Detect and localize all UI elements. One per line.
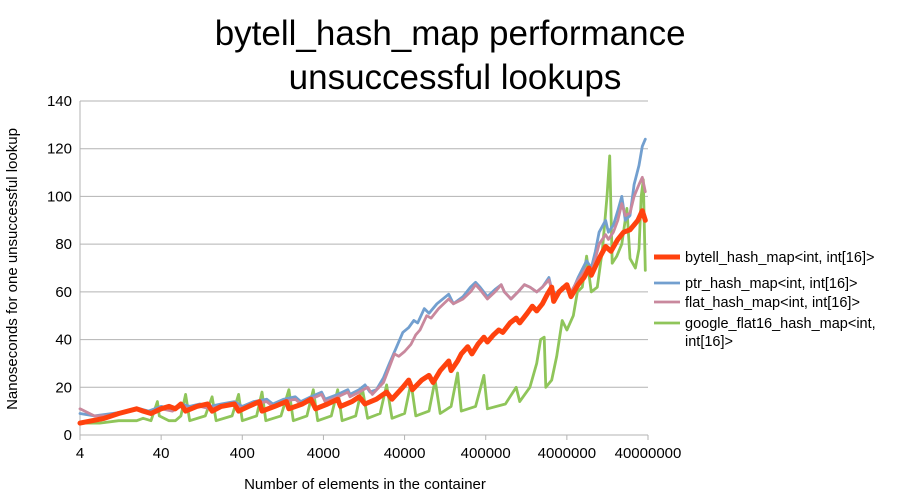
- y-tick-label: 0: [64, 427, 72, 444]
- x-axis-label: Number of elements in the container: [244, 476, 486, 493]
- y-tick-label: 20: [55, 379, 72, 396]
- legend-label-2: flat_hash_map<int, int[16]>: [685, 295, 860, 311]
- x-tick-label: 40000000: [615, 445, 682, 462]
- gridlines: [80, 100, 648, 388]
- series-lines: [77, 137, 648, 426]
- legend-label-0: bytell_hash_map<int, int[16]>: [685, 250, 874, 266]
- y-axis-label: Nanoseconds for one unsuccessful lookup: [4, 128, 21, 410]
- y-tick-label: 60: [55, 284, 72, 301]
- x-tick-label: 40000: [384, 445, 426, 462]
- chart-title: bytell_hash_map performance unsuccessful…: [215, 14, 696, 97]
- y-tick-label: 40: [55, 332, 72, 349]
- legend-label-1: ptr_hash_map<int, int[16]>: [685, 276, 858, 292]
- legend: bytell_hash_map<int, int[16]> ptr_hash_ma…: [654, 250, 876, 350]
- series-line-3: [78, 154, 647, 425]
- legend-label-3: google_flat16_hash_map<int, int[16]>: [685, 316, 876, 350]
- x-tick-label: 4000: [307, 445, 340, 462]
- series-line-1: [78, 137, 647, 418]
- x-tick-label: 40: [153, 445, 170, 462]
- x-tick-label: 400000: [461, 445, 511, 462]
- chart-title-line-1: bytell_hash_map performance: [215, 14, 686, 53]
- y-axis-ticks: 0 20 40 60 80 100 120 140: [47, 93, 72, 444]
- plot-area: [79, 101, 648, 436]
- x-tick-label: 4: [76, 445, 84, 462]
- x-axis-ticks: 4 40 400 4000 40000 400000 4000000 40000000: [76, 435, 682, 462]
- y-tick-label: 120: [47, 141, 72, 158]
- chart-title-line-2: unsuccessful lookups: [289, 58, 622, 97]
- x-tick-label: 4000000: [538, 445, 596, 462]
- x-tick-label: 400: [230, 445, 255, 462]
- y-tick-label: 100: [47, 188, 72, 205]
- series-line-0: [77, 208, 648, 426]
- y-tick-label: 140: [47, 93, 72, 110]
- series-line-2: [78, 175, 647, 418]
- y-tick-label: 80: [55, 236, 72, 253]
